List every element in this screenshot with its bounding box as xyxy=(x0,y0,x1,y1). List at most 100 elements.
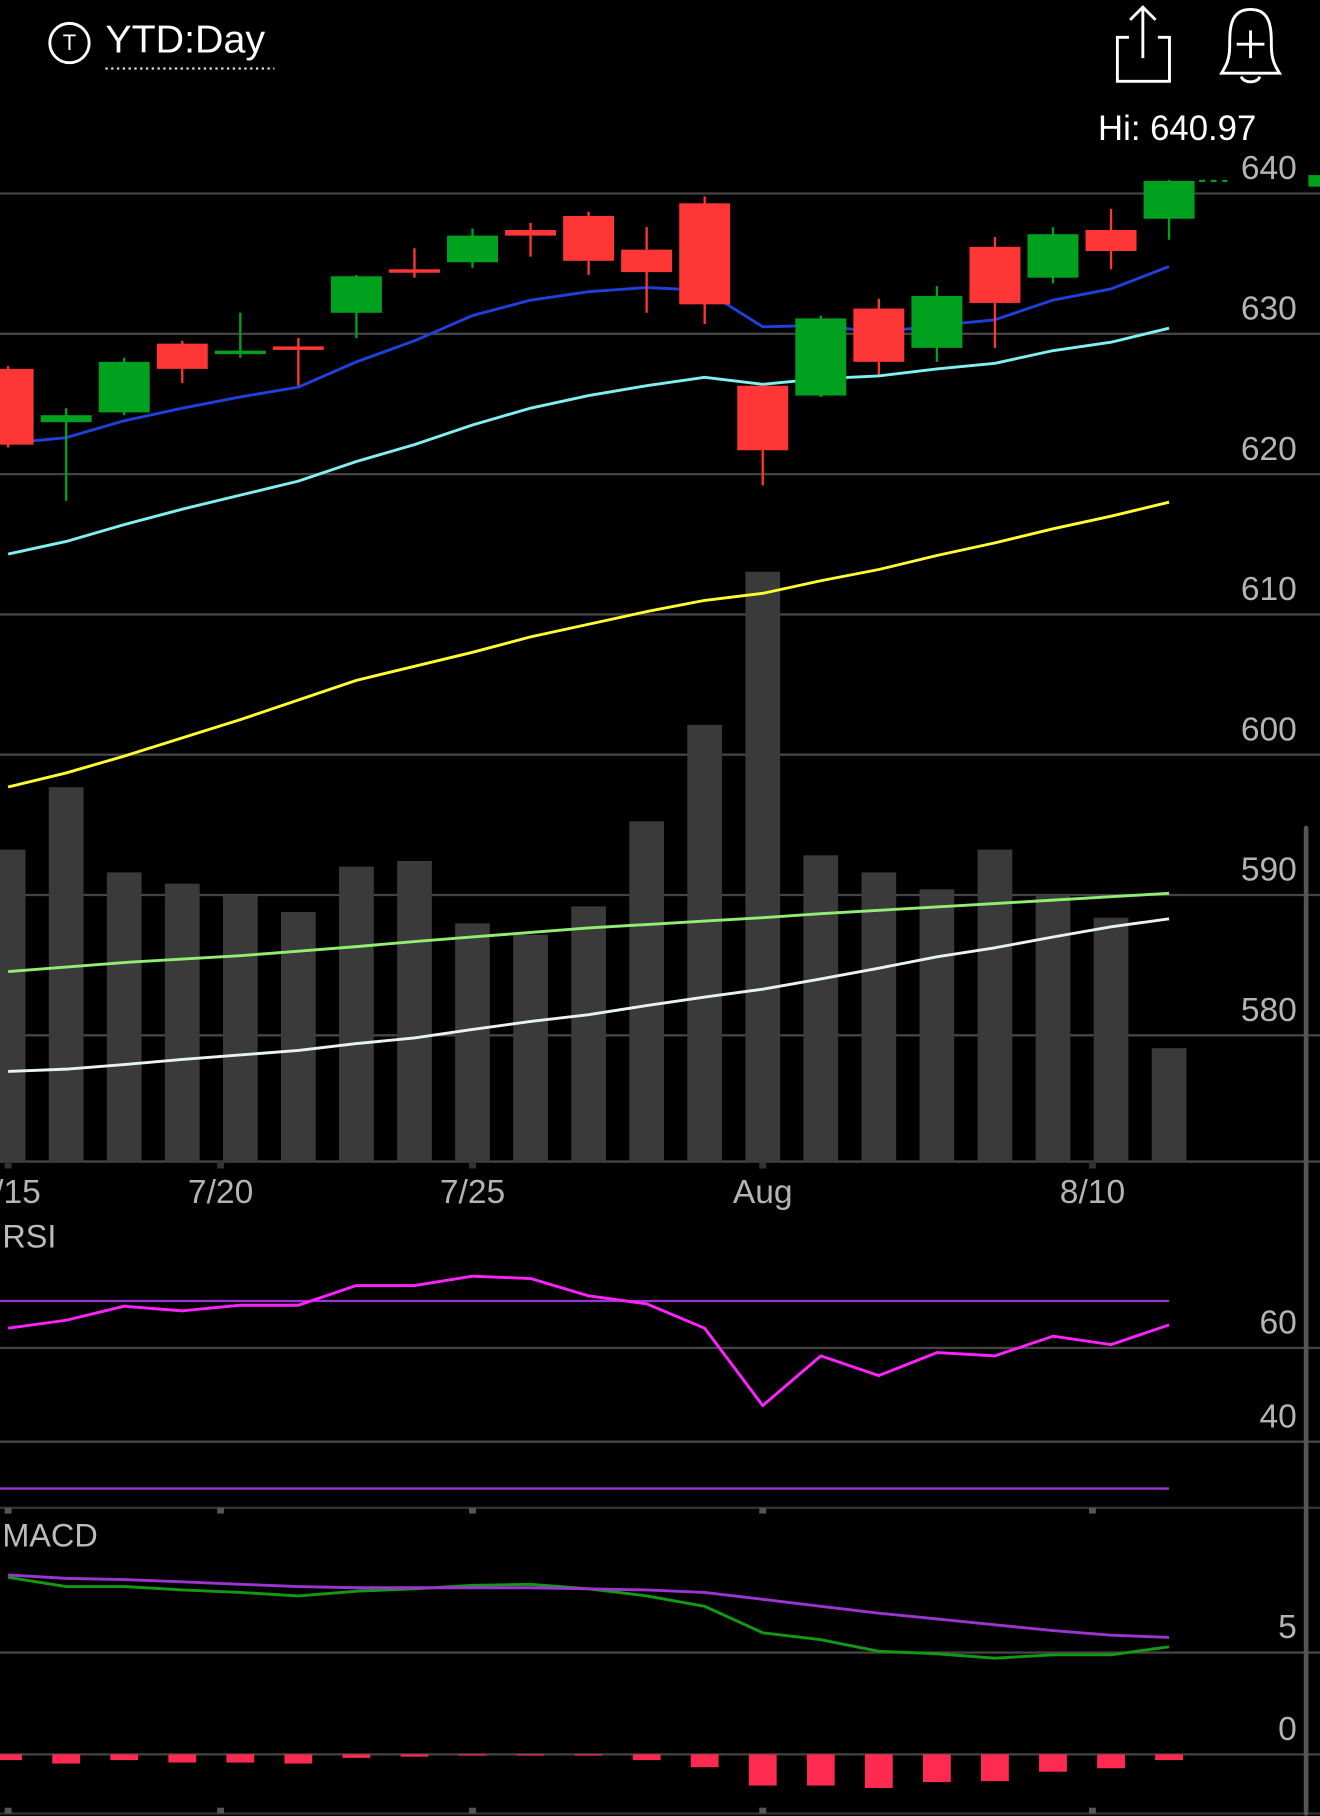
histogram-bar xyxy=(226,1754,255,1763)
candle-body xyxy=(679,203,731,305)
histogram-bar xyxy=(342,1754,371,1758)
x-tick-mark xyxy=(1088,1507,1096,1514)
x-tick-mark xyxy=(469,1507,476,1514)
volume-bar xyxy=(513,934,548,1162)
volume-bar xyxy=(48,787,84,1162)
volume-average-line xyxy=(8,917,1170,1073)
candle-body xyxy=(795,318,847,396)
x-tick-mark xyxy=(759,1161,767,1169)
candle-body xyxy=(98,361,150,413)
y-tick-label: 60 xyxy=(1259,1305,1296,1342)
x-tick-label: Aug xyxy=(733,1174,793,1211)
candle-body xyxy=(388,269,440,273)
x-tick-mark xyxy=(217,1507,225,1514)
volume-bar xyxy=(339,866,374,1162)
candle-body xyxy=(40,415,92,423)
panel-title: MACD xyxy=(2,1517,97,1553)
y-tick-label: 580 xyxy=(1241,992,1297,1029)
candle-body xyxy=(563,215,615,261)
y-tick-label: 5 xyxy=(1278,1609,1297,1646)
x-tick-mark xyxy=(469,1807,476,1814)
histogram-bar xyxy=(574,1754,603,1756)
histogram-bar xyxy=(0,1754,23,1761)
share-box xyxy=(1115,35,1171,83)
candle-body xyxy=(969,246,1021,303)
candle-body xyxy=(1085,229,1137,252)
x-tick-mark xyxy=(217,1807,225,1814)
candle-body xyxy=(272,346,324,350)
rsi-line xyxy=(7,1274,1170,1408)
x-tick-mark xyxy=(1088,1807,1096,1814)
histogram-bar xyxy=(1155,1754,1183,1761)
candle-body xyxy=(214,350,266,355)
histogram-bar xyxy=(632,1754,661,1761)
moving-average-line xyxy=(7,265,1170,445)
histogram-bar xyxy=(690,1754,719,1768)
histogram-bar xyxy=(110,1754,139,1761)
panel-title: RSI xyxy=(2,1219,56,1255)
histogram-bar xyxy=(922,1754,951,1783)
y-tick-label: 600 xyxy=(1241,711,1297,748)
histogram-bar xyxy=(864,1754,893,1789)
candle-body xyxy=(330,276,382,313)
histogram-bar xyxy=(981,1754,1009,1782)
candle-body xyxy=(911,295,963,348)
volume-bar xyxy=(0,849,26,1162)
x-tick-mark xyxy=(4,1507,12,1514)
candle-body xyxy=(853,308,905,362)
moving-average-line xyxy=(7,326,1170,556)
volume-bar xyxy=(164,883,200,1162)
y-tick-label: 620 xyxy=(1241,431,1297,468)
x-tick-mark xyxy=(4,1161,12,1169)
x-tick-mark xyxy=(4,1807,12,1814)
histogram-bar xyxy=(516,1754,545,1756)
y-tick-label: 40 xyxy=(1259,1398,1296,1435)
volume-bar xyxy=(106,872,142,1162)
y-tick-label: 590 xyxy=(1241,852,1297,889)
y-tick-label: 610 xyxy=(1241,571,1297,608)
share-button[interactable] xyxy=(1115,5,1171,83)
y-tick-label: 640 xyxy=(1241,150,1297,187)
alert-button[interactable] xyxy=(1219,8,1283,84)
candle-body xyxy=(621,249,673,273)
candle-body xyxy=(447,235,498,263)
symbol-icon-letter: T xyxy=(63,30,76,55)
histogram-bar xyxy=(400,1754,429,1757)
timeframe-title[interactable]: YTD:Day xyxy=(105,17,265,61)
x-tick-mark xyxy=(759,1507,767,1514)
volume-bar xyxy=(280,912,316,1162)
histogram-bar xyxy=(1039,1754,1067,1772)
candle-body xyxy=(505,229,557,236)
y-tick-label: 0 xyxy=(1278,1711,1297,1748)
volume-bar xyxy=(745,571,781,1162)
histogram-bar xyxy=(748,1754,777,1786)
candle-body xyxy=(0,368,34,445)
volume-average-line xyxy=(8,891,1170,974)
volume-bar xyxy=(397,860,432,1162)
moving-average-line xyxy=(7,500,1170,789)
histogram-bar xyxy=(806,1754,835,1786)
volume-bar xyxy=(977,849,1013,1162)
x-tick-mark xyxy=(469,1161,476,1169)
volume-bar xyxy=(629,821,665,1162)
symbol-icon[interactable] xyxy=(48,21,91,65)
candle-body xyxy=(156,343,208,369)
histogram-bar xyxy=(1097,1754,1125,1769)
histogram-bar xyxy=(52,1754,81,1764)
macd-line xyxy=(8,1573,1170,1639)
bell-plus xyxy=(1236,30,1265,84)
scrollbar[interactable] xyxy=(1303,825,1309,1816)
volume-bar xyxy=(861,872,897,1162)
volume-bar xyxy=(571,906,606,1162)
volume-bar xyxy=(455,923,490,1162)
header: T YTD:Day xyxy=(48,5,1283,84)
high-label: Hi: 640.97 xyxy=(1098,110,1256,148)
last-price-marker xyxy=(1308,175,1320,187)
x-tick-label: 7/25 xyxy=(440,1174,505,1211)
volume-bar xyxy=(803,855,839,1162)
candle-body xyxy=(737,385,789,451)
x-tick-mark xyxy=(1088,1161,1096,1169)
x-tick-label: 8/10 xyxy=(1060,1174,1125,1211)
volume-bar xyxy=(687,724,723,1162)
